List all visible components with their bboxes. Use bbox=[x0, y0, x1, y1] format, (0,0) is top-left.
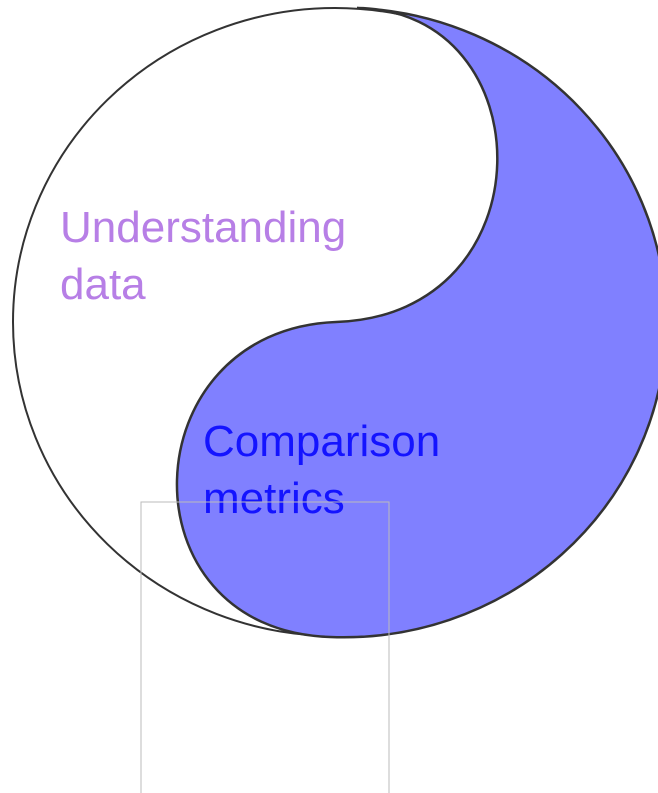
label-line: metrics bbox=[203, 474, 345, 523]
selection-box bbox=[140, 501, 390, 793]
label-line: Comparison bbox=[203, 417, 440, 466]
label-line: data bbox=[60, 260, 146, 309]
label-line: Understanding bbox=[60, 203, 346, 252]
blue-half bbox=[175, 6, 658, 639]
